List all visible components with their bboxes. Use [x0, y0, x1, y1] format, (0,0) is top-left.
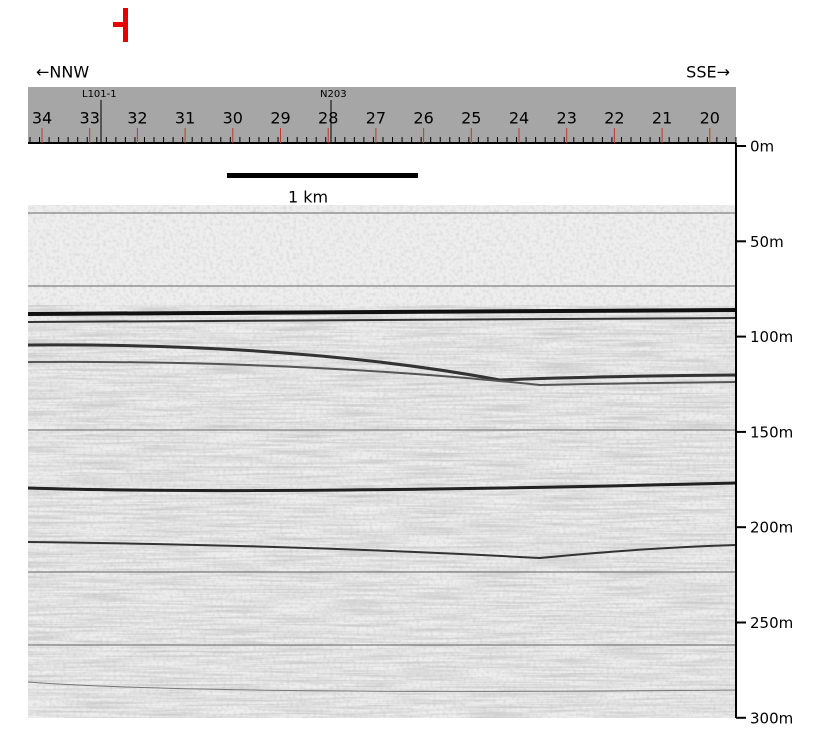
station-label: 31 — [175, 109, 195, 128]
depth-label: 50m — [750, 233, 784, 251]
station-label: 20 — [700, 109, 720, 128]
scale-bar — [227, 173, 418, 178]
seismic-profile: ←NNW SSE→ L101-1 N203 34 33 32 31 30 29 28 27 26… — [0, 0, 820, 736]
station-label: 33 — [80, 109, 100, 128]
direction-left: ←NNW — [36, 63, 89, 82]
depth-label: 100m — [750, 328, 793, 346]
seismic-image — [28, 205, 736, 718]
station-label: 28 — [318, 109, 338, 128]
depth-label: 150m — [750, 423, 793, 441]
station-label: 23 — [557, 109, 577, 128]
depth-label: 300m — [750, 709, 793, 727]
station-label: 30 — [223, 109, 243, 128]
depth-label: 250m — [750, 614, 793, 632]
line-label: N203 — [320, 89, 347, 100]
depth-label: 0m — [750, 138, 774, 156]
depth-label: 200m — [750, 519, 793, 537]
station-label: 32 — [127, 109, 147, 128]
station-label: 25 — [461, 109, 481, 128]
direction-right: SSE→ — [686, 63, 730, 82]
station-label: 34 — [32, 109, 52, 128]
station-label: 21 — [652, 109, 672, 128]
station-label: 27 — [366, 109, 386, 128]
line-label: L101-1 — [82, 89, 117, 100]
station-label: 29 — [270, 109, 290, 128]
station-label: 22 — [604, 109, 624, 128]
section-marker — [113, 8, 128, 42]
station-label: 24 — [509, 109, 529, 128]
station-label: 26 — [413, 109, 433, 128]
scale-bar-label: 1 km — [288, 188, 328, 207]
